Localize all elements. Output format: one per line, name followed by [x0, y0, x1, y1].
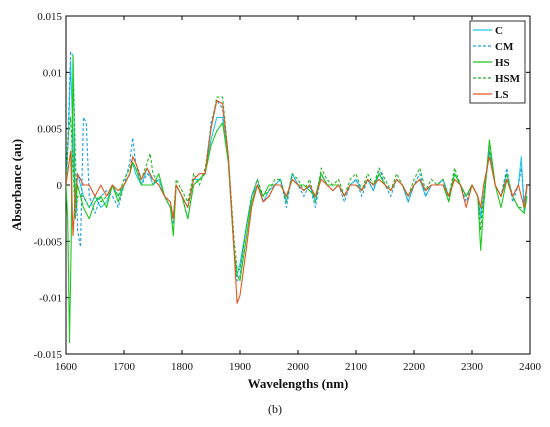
x-tick-label: 2400 [519, 361, 542, 373]
series-line-ls [66, 99, 528, 304]
y-tick-label: 0.005 [37, 124, 62, 136]
y-tick-label: -0.01 [39, 293, 62, 305]
x-tick-label: 1900 [229, 361, 252, 373]
legend-label-ls: LS [495, 89, 508, 101]
legend-label-cm: CM [495, 41, 514, 53]
y-tick-label: 0.01 [43, 67, 62, 79]
figure-caption: (b) [268, 402, 282, 416]
x-tick-label: 2200 [403, 361, 426, 373]
legend-label-hs: HS [495, 57, 510, 69]
y-tick-label: 0.015 [37, 11, 62, 23]
series-layer [66, 51, 528, 344]
x-tick-label: 2000 [287, 361, 310, 373]
y-tick-label: 0 [57, 180, 63, 192]
legend: C CM HS HSM LS [469, 20, 526, 104]
x-tick-label: 2300 [461, 361, 484, 373]
legend-label-c: C [495, 25, 503, 37]
y-axis-label: Absorbance (au) [9, 139, 24, 231]
x-tick-label: 2100 [345, 361, 368, 373]
legend-label-hsm: HSM [495, 73, 521, 85]
y-tick-label: -0.005 [34, 236, 63, 248]
x-tick-label: 1800 [171, 361, 194, 373]
y-tick-label: -0.015 [34, 349, 63, 361]
y-axis: -0.015 -0.01 -0.005 0 0.005 0.01 0.015 [34, 11, 530, 361]
x-tick-label: 1700 [113, 361, 136, 373]
x-axis: 1600 1700 1800 1900 2000 2100 2200 2300 2400 [55, 16, 542, 373]
x-tick-label: 1600 [55, 361, 78, 373]
x-axis-label: Wavelengths (nm) [248, 376, 349, 391]
